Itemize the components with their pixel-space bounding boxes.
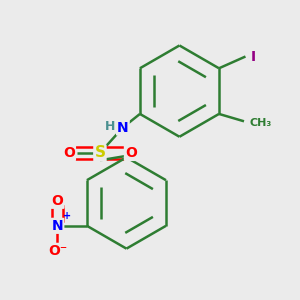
- Text: O: O: [63, 146, 75, 160]
- Text: H: H: [104, 120, 115, 133]
- Text: O: O: [125, 146, 137, 160]
- Text: +: +: [63, 211, 71, 221]
- Text: I: I: [250, 50, 255, 64]
- Text: O⁻: O⁻: [48, 244, 67, 258]
- Text: N: N: [117, 121, 129, 134]
- Text: O: O: [52, 194, 63, 208]
- Text: N: N: [52, 219, 63, 233]
- Text: CH₃: CH₃: [250, 118, 272, 128]
- Text: S: S: [94, 146, 105, 160]
